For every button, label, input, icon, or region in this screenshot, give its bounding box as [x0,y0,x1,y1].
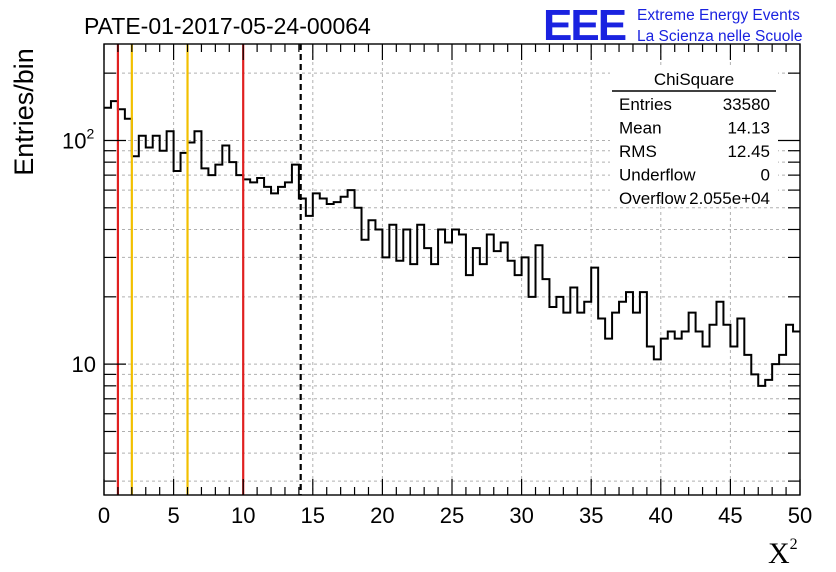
x-tick-label: 0 [98,503,110,528]
stat-label: Entries [619,95,672,114]
x-axis-label: X2 [768,536,798,570]
stats-box-name: ChiSquare [654,70,734,89]
chart-title: PATE-01-2017-05-24-00064 [84,13,371,39]
x-axis-label-sup: 2 [790,536,798,553]
stat-value: 33580 [723,95,770,114]
logo-line1: Extreme Energy Events [637,7,800,24]
histogram-line [104,100,800,387]
stat-value: 12.45 [727,142,770,161]
x-axis-label-main: X [768,537,790,570]
stat-value: 0 [761,166,770,185]
x-tick-label: 20 [370,503,394,528]
x-tick-label: 35 [579,503,603,528]
grid [104,44,800,495]
y-tick-labels: 10 102 [62,125,96,377]
stat-label: Underflow [619,166,696,185]
stat-label: RMS [619,142,657,161]
eee-logo: EEE Extreme Energy Events La Scienza nel… [543,1,802,50]
x-tick-label: 5 [167,503,179,528]
x-tick-label: 10 [231,503,255,528]
axis-ticks [103,44,801,495]
stat-value: 2.055e+04 [689,189,770,208]
stat-value: 14.13 [727,119,770,138]
stats-box: ChiSquare Entries 33580 Mean 14.13 RMS 12.45 U… [610,68,778,208]
x-tick-label: 40 [649,503,673,528]
stats-rows: Entries 33580 Mean 14.13 RMS 12.45 Underflow 0 O… [619,95,770,208]
logo-line2: La Scienza nelle Scuole [637,28,802,45]
y-axis-label: Entries/bin [9,48,39,176]
x-tick-label: 45 [718,503,742,528]
stat-label: Overflow [619,189,687,208]
reference-lines [116,44,302,495]
logo-text: EEE [543,1,626,50]
x-tick-label: 15 [301,503,325,528]
x-tick-label: 30 [509,503,533,528]
x-tick-label: 50 [788,503,812,528]
stat-label: Mean [619,119,662,138]
y-tick-label: 102 [62,125,94,153]
x-tick-label: 25 [440,503,464,528]
y-tick-label: 10 [72,352,96,377]
x-tick-labels: 0 5 10 15 20 25 30 35 40 45 50 [98,503,812,528]
